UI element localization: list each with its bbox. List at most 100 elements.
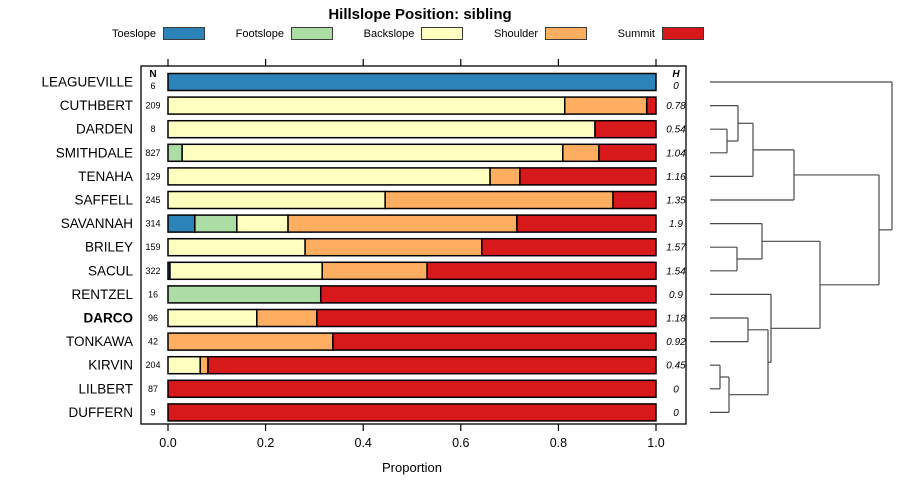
x-tick-label: 0.2: [257, 436, 274, 450]
row-h-value: 0.54: [666, 125, 686, 136]
x-tick-label: 1.0: [647, 436, 664, 450]
bar-segment-shoulder: [384, 190, 614, 210]
bar-segment-footslope: [167, 285, 322, 304]
row-h-value: 0.45: [666, 361, 686, 372]
row-label-sacul: SACUL: [88, 263, 134, 278]
bar-segment-summit: [645, 96, 657, 115]
bar-segment-backslope: [169, 261, 323, 281]
row-label-duffern: DUFFERN: [69, 405, 134, 420]
row-n-value: 204: [145, 360, 160, 370]
bar-segment-backslope: [167, 167, 491, 186]
plot-border: [140, 65, 687, 425]
bar-segment-shoulder: [167, 332, 334, 351]
x-tick-label: 0.0: [159, 436, 176, 450]
bar-segment-backslope: [167, 355, 201, 375]
row-n-value: 314: [145, 219, 160, 229]
bar-segment-backslope: [181, 143, 564, 163]
row-n-value: 245: [145, 195, 160, 205]
row-label-tonkawa: TONKAWA: [66, 334, 133, 349]
toeslope-color-swatch: [163, 27, 206, 40]
row-h-value: 0: [673, 81, 679, 92]
bar-segment-shoulder: [199, 355, 209, 375]
row-h-value: 1.35: [666, 196, 686, 207]
row-n-value: 16: [148, 289, 158, 299]
bar-segment-shoulder: [287, 214, 518, 233]
row-label-rentzel: RENTZEL: [71, 287, 133, 302]
row-n-value: 8: [150, 124, 155, 134]
x-axis-title: Proportion: [382, 460, 442, 475]
legend-label: Toeslope: [112, 27, 157, 40]
bar-segment-shoulder: [563, 96, 648, 115]
x-tick-label: 0.8: [550, 436, 567, 450]
bar-segment-summit: [167, 403, 657, 422]
bar-segment-summit: [332, 332, 657, 351]
row-h-value: 1.16: [666, 172, 686, 183]
row-label-kirvin: KIRVIN: [88, 358, 133, 373]
row-label-tenaha: TENAHA: [78, 169, 133, 184]
row-label-darden: DARDEN: [76, 122, 133, 137]
row-n-value: 129: [145, 171, 160, 181]
bar-segment-shoulder: [562, 143, 600, 163]
legend-label: Footslope: [235, 27, 284, 40]
bar-segment-summit: [594, 119, 657, 139]
row-h-value: 0.9: [669, 290, 683, 301]
row-h-value: 1.18: [666, 314, 686, 325]
bar-segment-summit: [598, 143, 657, 163]
chart-title: Hillslope Position: sibling: [328, 6, 512, 23]
bar-segment-backslope: [167, 96, 566, 115]
row-label-saffell: SAFFELL: [74, 193, 133, 208]
row-n-value: 42: [148, 337, 158, 347]
bar-segment-summit: [207, 355, 657, 375]
bar-segment-footslope: [167, 143, 183, 163]
bar-segment-shoulder: [489, 167, 521, 186]
summit-color-swatch: [661, 27, 704, 40]
bar-segment-backslope: [167, 119, 596, 139]
row-h-value: 0: [673, 408, 679, 419]
legend-item-toeslope: Toeslope: [112, 27, 206, 40]
row-n-value: 827: [145, 148, 160, 158]
row-n-value: 209: [145, 101, 160, 111]
row-label-smithdale: SMITHDALE: [56, 145, 133, 160]
row-n-value: 6: [150, 81, 155, 91]
row-n-value: 87: [148, 384, 158, 394]
row-n-value: 96: [148, 313, 158, 323]
footslope-color-swatch: [290, 27, 333, 40]
bar-segment-summit: [612, 190, 657, 210]
bar-segment-backslope: [167, 308, 258, 328]
bar-segment-backslope: [236, 214, 289, 233]
h-column-header: H: [672, 69, 680, 80]
bar-segment-toeslope: [167, 214, 196, 233]
row-label-savannah: SAVANNAH: [61, 216, 133, 231]
row-h-value: 0: [673, 384, 679, 395]
row-h-value: 1.9: [669, 219, 683, 230]
row-label-briley: BRILEY: [85, 240, 133, 255]
n-column-header: N: [149, 69, 156, 80]
legend-label: Backslope: [363, 27, 415, 40]
row-h-value: 0.78: [666, 101, 686, 112]
bar-segment-summit: [426, 261, 657, 281]
bar-segment-shoulder: [321, 261, 428, 281]
bar-segment-backslope: [167, 190, 386, 210]
legend-label: Shoulder: [494, 27, 539, 40]
row-h-value: 1.04: [666, 148, 686, 159]
row-label-lilbert: LILBERT: [78, 381, 133, 396]
row-h-value: 1.54: [666, 266, 686, 277]
legend: Toeslope Footslope Backslope Shoulder Summit: [112, 27, 704, 40]
x-tick-label: 0.6: [452, 436, 469, 450]
row-n-value: 322: [145, 266, 160, 276]
bar-segment-shoulder: [256, 308, 318, 328]
bar-segment-summit: [516, 214, 657, 233]
row-n-value: 9: [150, 407, 155, 417]
row-h-value: 0.92: [666, 337, 686, 348]
legend-label: Summit: [617, 27, 655, 40]
bar-segment-footslope: [194, 214, 238, 233]
shoulder-color-swatch: [545, 27, 588, 40]
bar-segment-backslope: [167, 237, 306, 257]
bar-segment-summit: [167, 379, 657, 399]
row-h-value: 1.57: [666, 243, 686, 254]
row-label-leagueville: LEAGUEVILLE: [41, 75, 133, 90]
backslope-color-swatch: [421, 27, 464, 40]
legend-item-backslope: Backslope: [364, 27, 464, 40]
